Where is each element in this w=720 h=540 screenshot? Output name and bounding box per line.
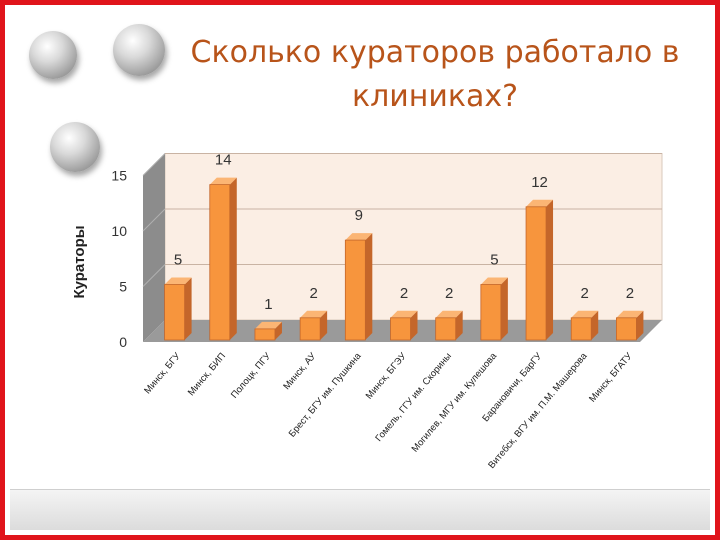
data-label: 9 (355, 207, 363, 224)
x-tick-label: Витебск, ВГУ им. П.М. Машерова (486, 350, 590, 471)
bar (435, 317, 457, 341)
bar-side (365, 233, 373, 340)
bar-side (184, 277, 192, 340)
y-tick-label: 15 (111, 168, 127, 184)
bar-top (526, 199, 554, 207)
title-line-1: Сколько кураторов работало в (190, 35, 680, 70)
bar-side (500, 277, 508, 340)
bar (570, 317, 592, 341)
bar-side (229, 177, 237, 340)
bar (209, 184, 231, 341)
x-tick-label: Полоцк, ПГУ (229, 350, 274, 400)
x-tick-label: Минск, БГЭУ (364, 350, 410, 401)
gridline-side (142, 208, 166, 232)
data-label: 12 (531, 174, 548, 191)
bar (254, 328, 276, 341)
data-label: 2 (581, 285, 589, 302)
gridline-side (142, 153, 166, 176)
bar-top (345, 233, 373, 241)
bar-side (274, 321, 282, 340)
bar-side (320, 310, 328, 340)
title-line-2: клиниках? (351, 79, 519, 114)
bar-side (546, 199, 554, 340)
x-tick-label: Минск, БГАТУ (587, 350, 635, 404)
plot-side-wall (143, 153, 165, 342)
data-label: 5 (174, 252, 182, 269)
bar-top (616, 310, 644, 318)
bar-side (636, 310, 644, 340)
data-label: 2 (626, 285, 634, 302)
bar-top (164, 277, 192, 285)
x-tick-label: Минск, БИП (186, 351, 228, 398)
bar (616, 317, 637, 341)
x-tick-label: Минск, АУ (281, 350, 319, 392)
slide-title: Сколько кураторов работало в клиниках? (175, 31, 695, 119)
bar-side (455, 310, 463, 340)
x-tick-label: Гомель, ГГУ им. Скорины (373, 351, 454, 444)
decorative-sphere-2 (113, 24, 165, 76)
bar-side (591, 310, 599, 340)
y-tick-label: 0 (119, 334, 127, 350)
bar-top (300, 310, 328, 318)
data-label: 2 (309, 285, 317, 302)
bar-side (410, 310, 418, 340)
data-label: 2 (445, 285, 453, 302)
data-label: 1 (264, 296, 272, 313)
bar (344, 239, 366, 341)
decorative-sphere-3 (50, 122, 100, 172)
data-label: 2 (400, 285, 408, 302)
bar (299, 317, 321, 341)
data-label: 14 (215, 152, 232, 169)
bar (480, 284, 502, 341)
bar-top (390, 310, 418, 318)
bar-top (571, 310, 599, 318)
y-tick-label: 5 (119, 279, 127, 295)
decorative-sphere-1 (29, 31, 77, 79)
x-tick-label: Минск, БГУ (142, 350, 183, 396)
bar-top (435, 310, 463, 318)
footer-bar (10, 489, 710, 530)
bar (525, 206, 547, 341)
bar-top (480, 277, 508, 285)
y-tick-label: 10 (111, 223, 127, 239)
bar (164, 284, 185, 341)
y-axis-title: Кураторы (71, 225, 88, 298)
data-label: 5 (490, 252, 498, 269)
bar (390, 317, 411, 341)
x-tick-label: Могилев, МГУ им. Кулешова (410, 350, 500, 454)
bar-top (254, 321, 282, 329)
bar-top (209, 177, 237, 185)
gridline-side (142, 264, 166, 287)
